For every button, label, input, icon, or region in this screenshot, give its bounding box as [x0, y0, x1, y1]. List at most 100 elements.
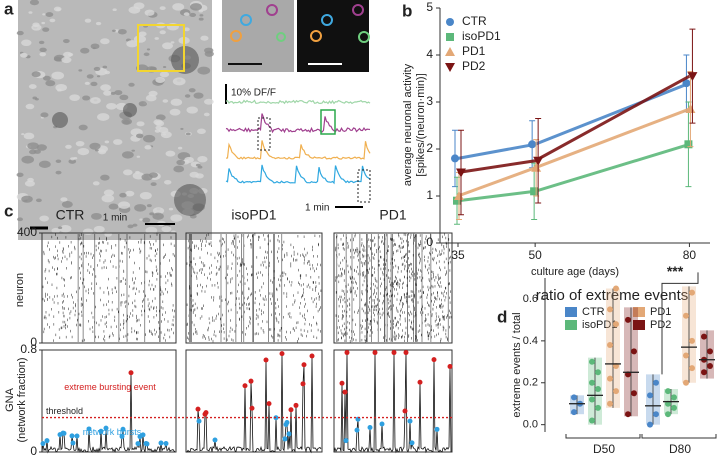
y-tick-label: 5: [426, 0, 433, 14]
calcium-traces: [225, 99, 371, 185]
x-tick-label: 50: [528, 248, 542, 262]
network-burst: [98, 428, 104, 434]
event-box: [320, 109, 336, 135]
cell: [168, 207, 174, 211]
cell: [112, 29, 116, 32]
y-tick-label: 0.4: [523, 335, 538, 347]
point: [707, 348, 713, 355]
point: [653, 411, 659, 418]
cell: [90, 81, 98, 87]
event-box: [257, 117, 271, 151]
cell: [77, 147, 90, 156]
cell: [82, 228, 94, 235]
cell: [56, 8, 61, 12]
cell: [172, 3, 185, 11]
extreme-event: [431, 357, 437, 363]
trace: [225, 99, 371, 105]
column-title: PD1: [379, 207, 406, 223]
point: [589, 358, 595, 365]
cell: [139, 218, 143, 221]
cell: [127, 224, 134, 229]
column-title: CTR: [56, 207, 85, 223]
cell: [118, 201, 131, 209]
cell: [92, 47, 96, 50]
cell: [69, 94, 80, 101]
cell: [161, 225, 172, 233]
cell: [199, 14, 204, 17]
point: [533, 156, 544, 166]
y-axis-label: neuron: [14, 273, 26, 307]
point: [589, 379, 595, 386]
event-box: [357, 169, 371, 203]
cell: [27, 142, 39, 150]
cell: [170, 41, 175, 44]
cell: [162, 65, 167, 69]
cell: [93, 225, 105, 233]
extreme-event: [279, 351, 285, 357]
point: [571, 409, 577, 416]
chart-title: ratio of extreme events: [536, 287, 689, 304]
extreme-event: [309, 353, 315, 359]
network-burst: [103, 425, 109, 431]
point: [653, 379, 659, 386]
network-burst: [409, 440, 415, 446]
cell: [38, 160, 51, 169]
cell: [117, 28, 127, 35]
cell: [42, 13, 46, 16]
legend-swatch: [633, 307, 645, 317]
point: [571, 394, 577, 401]
point: [530, 187, 539, 196]
fluorescence-image: [297, 0, 369, 72]
cell: [198, 9, 204, 13]
network-burst: [40, 441, 46, 447]
cell: [93, 66, 101, 72]
cell: [39, 52, 47, 57]
legend-swatch: [565, 307, 577, 317]
gna-trace: [333, 352, 452, 454]
cell: [138, 101, 148, 107]
cell: [106, 102, 117, 110]
x-tick-label: D50: [593, 442, 615, 456]
network-burst: [158, 440, 164, 446]
point: [671, 404, 677, 411]
point: [607, 400, 613, 407]
raster-spikes: [335, 233, 452, 343]
point: [647, 392, 653, 399]
point: [689, 289, 695, 296]
cell-cluster: [123, 103, 137, 117]
cell: [188, 88, 196, 93]
cell: [51, 71, 65, 80]
cell: [55, 83, 67, 92]
raster-frame: [333, 232, 453, 344]
extreme-event: [339, 380, 345, 386]
cell: [164, 179, 172, 185]
point: [689, 365, 695, 372]
cell: [16, 30, 24, 36]
cell: [203, 112, 210, 117]
extreme-event: [128, 370, 134, 376]
cell: [125, 190, 135, 197]
cell: [49, 18, 56, 23]
cell: [40, 112, 49, 118]
cell: [32, 22, 40, 28]
cell: [169, 108, 181, 116]
point: [589, 396, 595, 403]
cell: [17, 217, 23, 222]
extreme-event: [403, 350, 409, 356]
extreme-event: [203, 410, 209, 416]
cell: [84, 81, 90, 85]
raster-frame: [185, 232, 323, 344]
cell: [126, 40, 138, 48]
y-tick-label: 1: [426, 188, 433, 202]
cell: [58, 226, 63, 230]
network-burst: [135, 441, 141, 447]
extreme-event: [417, 379, 423, 385]
x-tick-label: D80: [669, 442, 691, 456]
cell: [73, 156, 78, 160]
annotation: threshold: [46, 406, 83, 416]
point: [595, 404, 601, 411]
cell: [180, 127, 184, 130]
cell: [136, 155, 141, 158]
cell-cluster: [174, 184, 206, 216]
y-axis-label: GNA: [4, 387, 16, 412]
